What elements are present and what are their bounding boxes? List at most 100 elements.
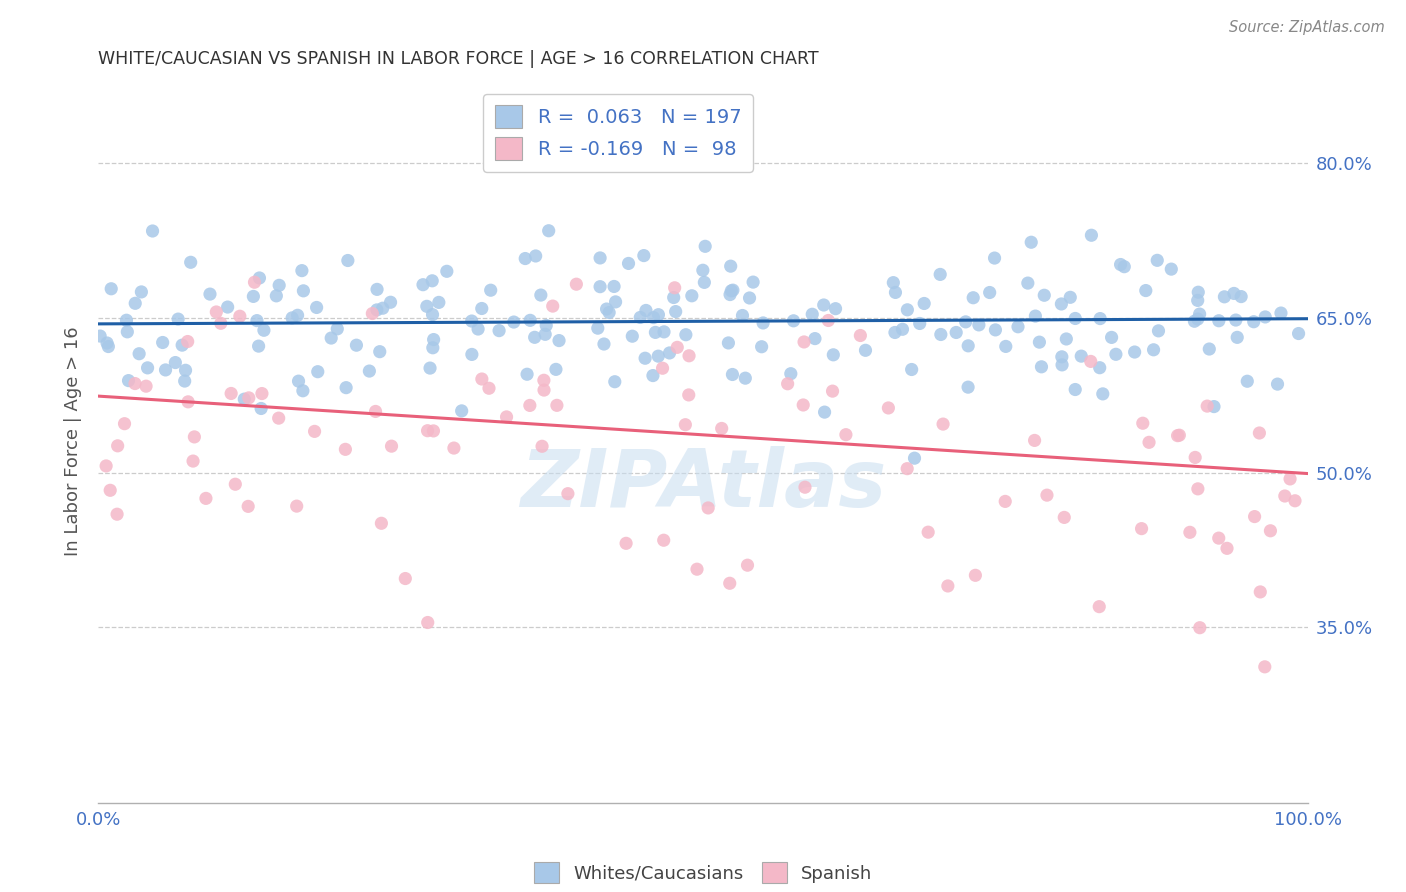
Point — [217, 300, 239, 314]
Point — [242, 289, 264, 303]
Point — [984, 323, 1007, 337]
Point — [124, 296, 146, 310]
Point — [380, 295, 402, 310]
Point — [531, 439, 554, 453]
Point — [1208, 531, 1230, 545]
Y-axis label: In Labor Force | Age > 16: In Labor Force | Age > 16 — [63, 326, 82, 557]
Point — [692, 263, 714, 277]
Point — [1230, 289, 1253, 303]
Point — [249, 271, 271, 285]
Point — [523, 330, 546, 344]
Point — [422, 333, 444, 347]
Point — [1050, 358, 1073, 372]
Point — [524, 249, 547, 263]
Point — [368, 344, 391, 359]
Point — [495, 409, 517, 424]
Point — [1184, 314, 1206, 328]
Point — [658, 346, 681, 360]
Point — [1088, 311, 1111, 326]
Point — [1198, 342, 1220, 356]
Point — [929, 327, 952, 342]
Point — [1017, 276, 1039, 290]
Point — [100, 282, 122, 296]
Point — [917, 525, 939, 540]
Point — [1197, 399, 1219, 413]
Point — [1059, 290, 1081, 304]
Point — [1033, 288, 1056, 302]
Point — [1091, 387, 1114, 401]
Point — [804, 332, 827, 346]
Point — [155, 363, 177, 377]
Point — [366, 282, 388, 296]
Point — [896, 302, 918, 317]
Point — [238, 391, 260, 405]
Point — [1243, 315, 1265, 329]
Point — [548, 334, 571, 348]
Point — [675, 327, 697, 342]
Point — [983, 251, 1005, 265]
Point — [1208, 314, 1230, 328]
Point — [1137, 435, 1160, 450]
Point — [1024, 434, 1046, 448]
Point — [686, 562, 709, 576]
Point — [1132, 416, 1154, 430]
Point — [366, 302, 388, 317]
Point — [720, 284, 742, 298]
Point — [1101, 330, 1123, 344]
Point — [824, 301, 846, 316]
Point — [644, 326, 666, 340]
Point — [380, 439, 402, 453]
Point — [336, 253, 359, 268]
Point — [172, 338, 194, 352]
Point — [128, 347, 150, 361]
Point — [219, 386, 242, 401]
Point — [243, 275, 266, 289]
Point — [1050, 350, 1073, 364]
Point — [751, 340, 773, 354]
Point — [502, 315, 524, 329]
Point — [598, 305, 620, 319]
Point — [422, 424, 444, 438]
Point — [1114, 260, 1136, 274]
Point — [718, 287, 741, 301]
Point — [1187, 482, 1209, 496]
Point — [793, 334, 815, 349]
Point — [994, 339, 1017, 353]
Point — [305, 301, 328, 315]
Point — [537, 224, 560, 238]
Point — [1142, 343, 1164, 357]
Point — [533, 373, 555, 387]
Point — [717, 335, 740, 350]
Point — [697, 500, 720, 515]
Point — [641, 368, 664, 383]
Point — [253, 323, 276, 337]
Point — [710, 421, 733, 435]
Point — [1254, 310, 1277, 324]
Point — [734, 371, 756, 385]
Point — [519, 313, 541, 327]
Point — [346, 338, 368, 352]
Point — [634, 303, 657, 318]
Point — [693, 276, 716, 290]
Point — [461, 314, 484, 328]
Point — [1080, 228, 1102, 243]
Point — [1202, 400, 1225, 414]
Point — [269, 278, 291, 293]
Point — [595, 301, 617, 316]
Point — [731, 309, 754, 323]
Point — [519, 399, 541, 413]
Point — [173, 374, 195, 388]
Point — [471, 372, 494, 386]
Point — [291, 384, 314, 398]
Point — [1064, 311, 1087, 326]
Point — [1007, 319, 1029, 334]
Point — [96, 336, 118, 351]
Point — [718, 576, 741, 591]
Point — [229, 310, 252, 324]
Point — [530, 288, 553, 302]
Point — [957, 380, 980, 394]
Point — [416, 424, 439, 438]
Point — [1050, 297, 1073, 311]
Point — [541, 299, 564, 313]
Point — [1135, 284, 1157, 298]
